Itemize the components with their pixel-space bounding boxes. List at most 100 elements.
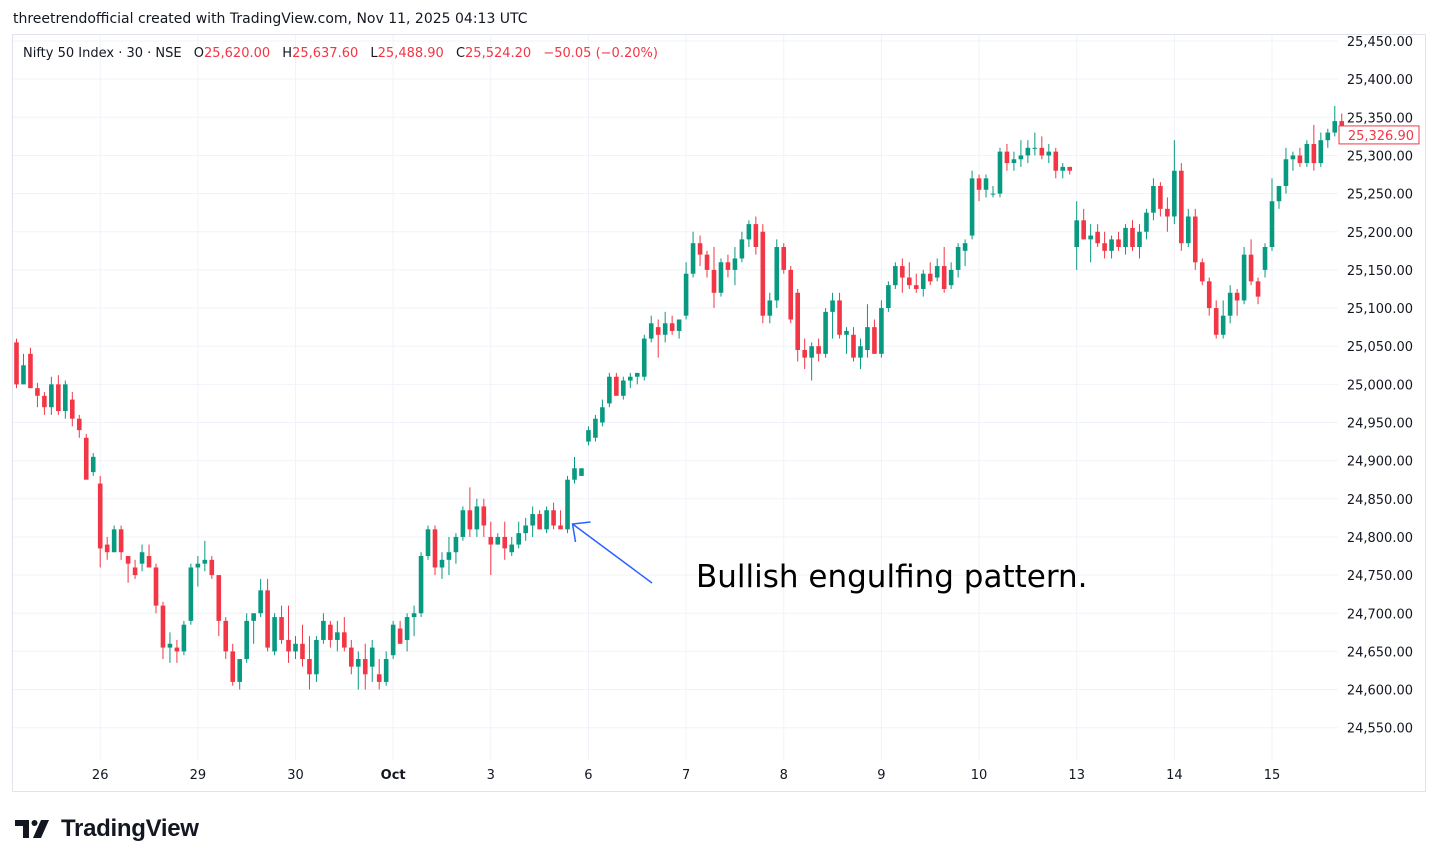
candle-body [328, 624, 333, 640]
candle [467, 487, 473, 537]
candle-body [432, 529, 438, 568]
candle [516, 521, 521, 549]
x-tick-label: 7 [682, 768, 690, 783]
candle [1102, 231, 1107, 259]
candle-body [1039, 147, 1045, 156]
x-tick-label: 15 [1264, 768, 1281, 783]
candle [21, 353, 26, 385]
candle [1011, 151, 1017, 171]
candle-body [63, 384, 68, 412]
candle [1025, 140, 1031, 164]
candle [662, 311, 668, 343]
candle-body [655, 327, 661, 335]
candle-body [1220, 315, 1226, 335]
candle [125, 556, 131, 583]
candle-body [125, 556, 131, 564]
tradingview-logo[interactable]: TradingView [15, 815, 199, 843]
candle [690, 231, 696, 278]
candle [579, 468, 584, 476]
candle-body [335, 632, 340, 640]
candle-body [481, 506, 487, 526]
y-axis: 25,450.00 25,400.00 25,350.00 25,300.00 25,2… [1338, 35, 1420, 737]
candle-layer [14, 105, 1345, 690]
candle [1172, 140, 1177, 225]
candle-body [202, 559, 208, 564]
candle [718, 258, 724, 297]
candle-body [258, 590, 263, 614]
candle-body [1206, 281, 1212, 309]
candle [1158, 182, 1163, 217]
candle [1018, 140, 1024, 167]
candle [1241, 247, 1247, 305]
candle [244, 613, 249, 663]
x-tick-label: 14 [1166, 768, 1183, 783]
candle [181, 620, 187, 656]
candle-body [1325, 132, 1331, 141]
candle-body [362, 659, 368, 675]
candle-body [1123, 227, 1128, 248]
candle-body [1130, 227, 1135, 248]
y-tick-label: 24,550.00 [1347, 722, 1413, 737]
candle [907, 262, 912, 289]
candle [934, 258, 940, 282]
candle [767, 292, 773, 324]
candle-body [614, 376, 619, 396]
candle-body [934, 266, 940, 278]
candle [1255, 277, 1261, 305]
candle [1046, 144, 1052, 164]
candle-body [104, 544, 110, 553]
y-tick-label: 25,200.00 [1347, 226, 1413, 241]
candle-body [1318, 140, 1324, 164]
y-tick-label: 24,800.00 [1347, 531, 1413, 546]
candle-body [49, 384, 54, 408]
y-tick-label: 25,300.00 [1347, 149, 1413, 164]
candle [669, 315, 675, 335]
candle [634, 372, 640, 385]
candle [104, 536, 110, 560]
candle [251, 613, 256, 644]
candle [572, 456, 577, 484]
candle [851, 327, 856, 362]
candle-body [837, 300, 842, 335]
candle-body [1053, 151, 1059, 171]
candle [1053, 147, 1059, 179]
candle [872, 319, 877, 354]
candle [1144, 208, 1149, 240]
candle [1186, 208, 1191, 248]
candle-body [669, 323, 675, 331]
candle-body [969, 178, 975, 236]
candle [1269, 178, 1275, 251]
candle [439, 552, 445, 579]
candle [293, 636, 298, 660]
candle-body [279, 617, 284, 640]
candle-body [886, 285, 891, 309]
candle-body [530, 514, 535, 526]
x-axis: 26 29 30 Oct 3 6 7 8 9 10 13 14 15 [92, 768, 1280, 783]
candle-body [160, 605, 166, 648]
candle-body [788, 269, 794, 320]
x-tick-label: 6 [584, 768, 592, 783]
candle-body [21, 365, 26, 385]
candle [1220, 300, 1226, 339]
candle [35, 382, 40, 408]
candle [502, 521, 508, 560]
candle [997, 147, 1003, 198]
candle-body [90, 456, 96, 473]
y-tick-label: 24,950.00 [1347, 417, 1413, 432]
candle-body [404, 617, 410, 640]
candle [488, 521, 494, 576]
candle-body [42, 395, 47, 408]
candle [879, 300, 884, 358]
candle [14, 338, 19, 389]
candle [955, 243, 961, 278]
candle [1213, 300, 1219, 339]
candle-body [746, 224, 752, 240]
candle-body [1011, 159, 1017, 164]
candle-body [774, 247, 780, 301]
candle [558, 510, 563, 530]
candle-body [628, 376, 633, 381]
candle [1032, 132, 1038, 156]
candle-body [1255, 281, 1261, 297]
x-tick-label: 9 [877, 768, 885, 783]
